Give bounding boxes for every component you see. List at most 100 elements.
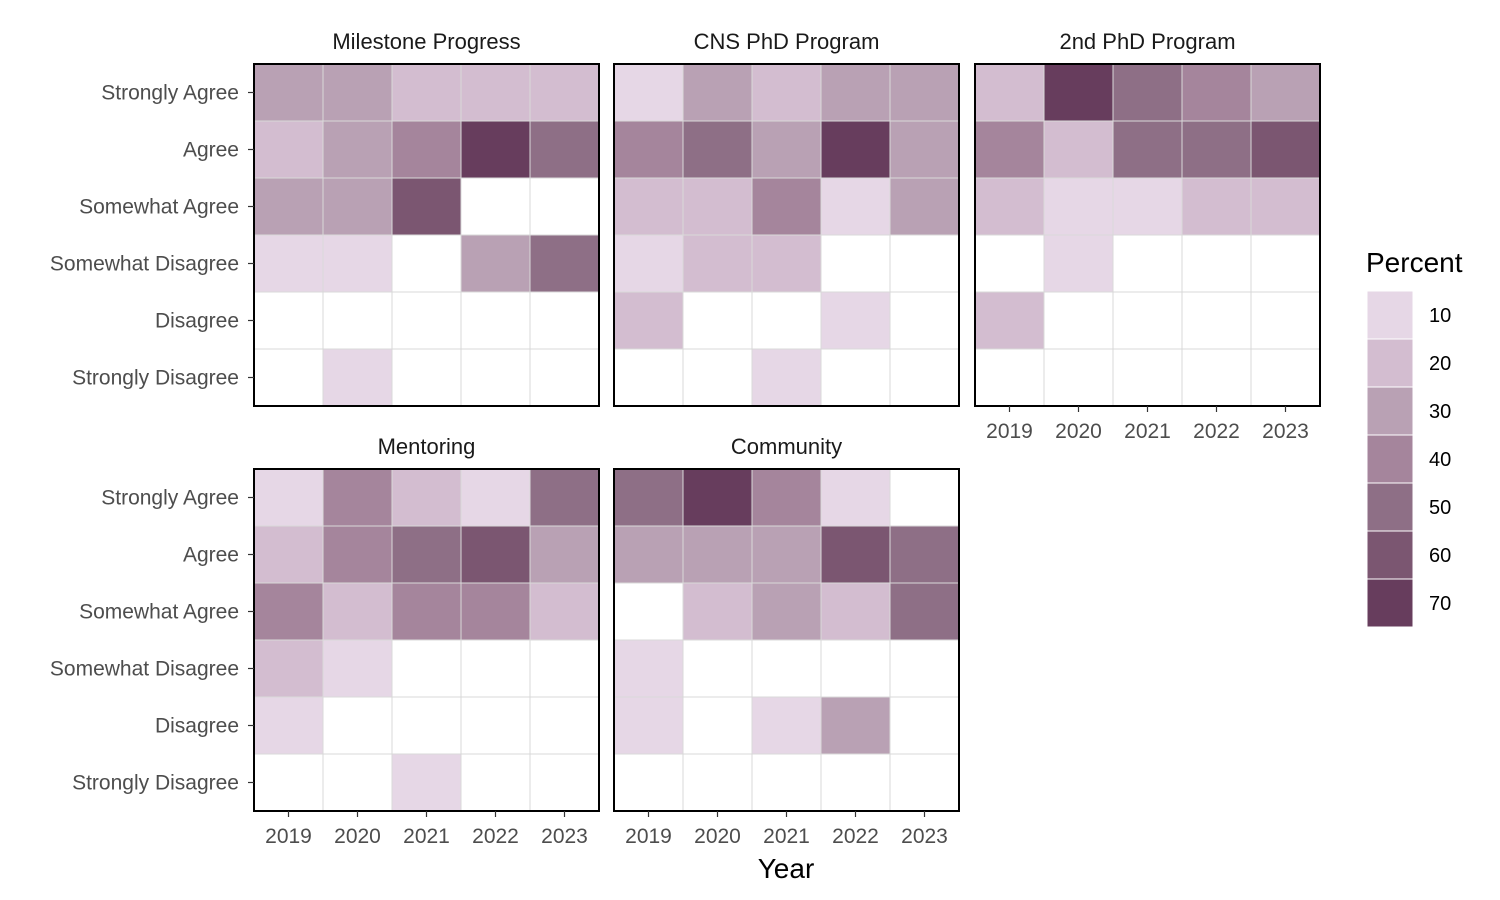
heatmap-cell: [1250, 291, 1321, 350]
heatmap-cell: [1043, 291, 1114, 350]
heatmap-cell: [820, 525, 891, 584]
x-tick-label: 2020: [334, 825, 381, 848]
heatmap-cell: [682, 753, 753, 812]
heatmap-cell: [820, 696, 891, 755]
heatmap-cell: [391, 177, 462, 236]
heatmap-cell: [529, 753, 600, 812]
heatmap-cell: [613, 234, 684, 293]
heatmap-cell: [889, 753, 960, 812]
heatmap-cell: [460, 525, 531, 584]
heatmap-cell: [613, 468, 684, 527]
heatmap-cell: [751, 525, 822, 584]
heatmap-cell: [529, 234, 600, 293]
heatmap-cell: [889, 234, 960, 293]
y-tick-label: Strongly Agree: [101, 487, 239, 510]
heatmap-cell: [682, 639, 753, 698]
heatmap-cell: [820, 639, 891, 698]
legend-label: 60: [1429, 545, 1451, 567]
heatmap-cell: [253, 120, 324, 179]
heatmap-cell: [460, 120, 531, 179]
heatmap-cell: [460, 234, 531, 293]
legend-label: 10: [1429, 305, 1451, 327]
heatmap-cell: [322, 348, 393, 407]
heatmap-cell: [460, 63, 531, 122]
heatmap-cell: [391, 753, 462, 812]
heatmap-cell: [889, 639, 960, 698]
heatmap-cell: [322, 120, 393, 179]
heatmap-cell: [1112, 348, 1183, 407]
heatmap-cell: [1043, 348, 1114, 407]
y-tick-label: Disagree: [155, 715, 239, 738]
x-tick-label: 2023: [541, 825, 588, 848]
heatmap-cell: [391, 582, 462, 641]
heatmap-cell: [391, 234, 462, 293]
legend-swatch: [1366, 578, 1414, 628]
heatmap-cell: [460, 582, 531, 641]
heatmap-cell: [322, 468, 393, 527]
heatmap-cell: [529, 177, 600, 236]
heatmap-cell: [253, 696, 324, 755]
heatmap-cell: [529, 696, 600, 755]
heatmap-cell: [613, 525, 684, 584]
heatmap-cell: [253, 177, 324, 236]
heatmap-cell: [889, 696, 960, 755]
x-tick-label: 2023: [1262, 420, 1309, 443]
heatmap-cell: [1112, 291, 1183, 350]
heatmap-cell: [1181, 120, 1252, 179]
y-tick-label: Strongly Disagree: [72, 367, 239, 390]
heatmap-cell: [613, 291, 684, 350]
heatmap-cell: [974, 291, 1045, 350]
heatmap-cell: [529, 525, 600, 584]
heatmap-cell: [1181, 234, 1252, 293]
heatmap-cell: [613, 120, 684, 179]
heatmap-cell: [529, 468, 600, 527]
heatmap-cell: [1112, 120, 1183, 179]
heatmap-cell: [820, 63, 891, 122]
heatmap-cell: [322, 291, 393, 350]
legend-swatch: [1366, 386, 1414, 436]
x-tick-label: 2022: [472, 825, 519, 848]
heatmap-cell: [820, 468, 891, 527]
heatmap-cell: [889, 120, 960, 179]
heatmap-cell: [974, 234, 1045, 293]
facet-panel: Community 2019 2020 2021 2022 2023: [613, 434, 960, 848]
heatmap-cell: [682, 582, 753, 641]
heatmap-cell: [1250, 348, 1321, 407]
panel-border: [253, 63, 600, 407]
facet-title: Milestone Progress: [332, 29, 520, 54]
heatmap-cell: [322, 525, 393, 584]
legend-label: 50: [1429, 497, 1451, 519]
legend-swatch: [1366, 434, 1414, 484]
heatmap-cell: [253, 291, 324, 350]
x-tick-label: 2019: [986, 420, 1033, 443]
heatmap-cell: [460, 468, 531, 527]
heatmap-cell: [391, 120, 462, 179]
legend: Percent 10 20 30 40 50 60 70: [1366, 247, 1463, 628]
x-tick-label: 2022: [1193, 420, 1240, 443]
heatmap-cell: [529, 639, 600, 698]
heatmap-cell: [751, 177, 822, 236]
x-tick-label: 2019: [265, 825, 312, 848]
heatmap-cell: [391, 291, 462, 350]
heatmap-cell: [889, 63, 960, 122]
heatmap-cell: [460, 177, 531, 236]
heatmap-cell: [253, 234, 324, 293]
heatmap-cell: [889, 177, 960, 236]
heatmap-cell: [751, 120, 822, 179]
heatmap-cell: [1250, 234, 1321, 293]
heatmap-cell: [613, 348, 684, 407]
legend-swatch: [1366, 290, 1414, 340]
heatmap-cell: [1112, 63, 1183, 122]
heatmap-cell: [751, 582, 822, 641]
heatmap-cell: [460, 696, 531, 755]
heatmap-cell: [322, 753, 393, 812]
heatmap-cell: [253, 582, 324, 641]
legend-label: 40: [1429, 449, 1451, 471]
heatmap-cell: [460, 753, 531, 812]
x-tick-label: 2021: [763, 825, 810, 848]
heatmap-cell: [820, 582, 891, 641]
heatmap-cell: [322, 177, 393, 236]
y-tick-label: Agree: [183, 139, 239, 162]
heatmap-cell: [820, 177, 891, 236]
heatmap-cell: [613, 753, 684, 812]
